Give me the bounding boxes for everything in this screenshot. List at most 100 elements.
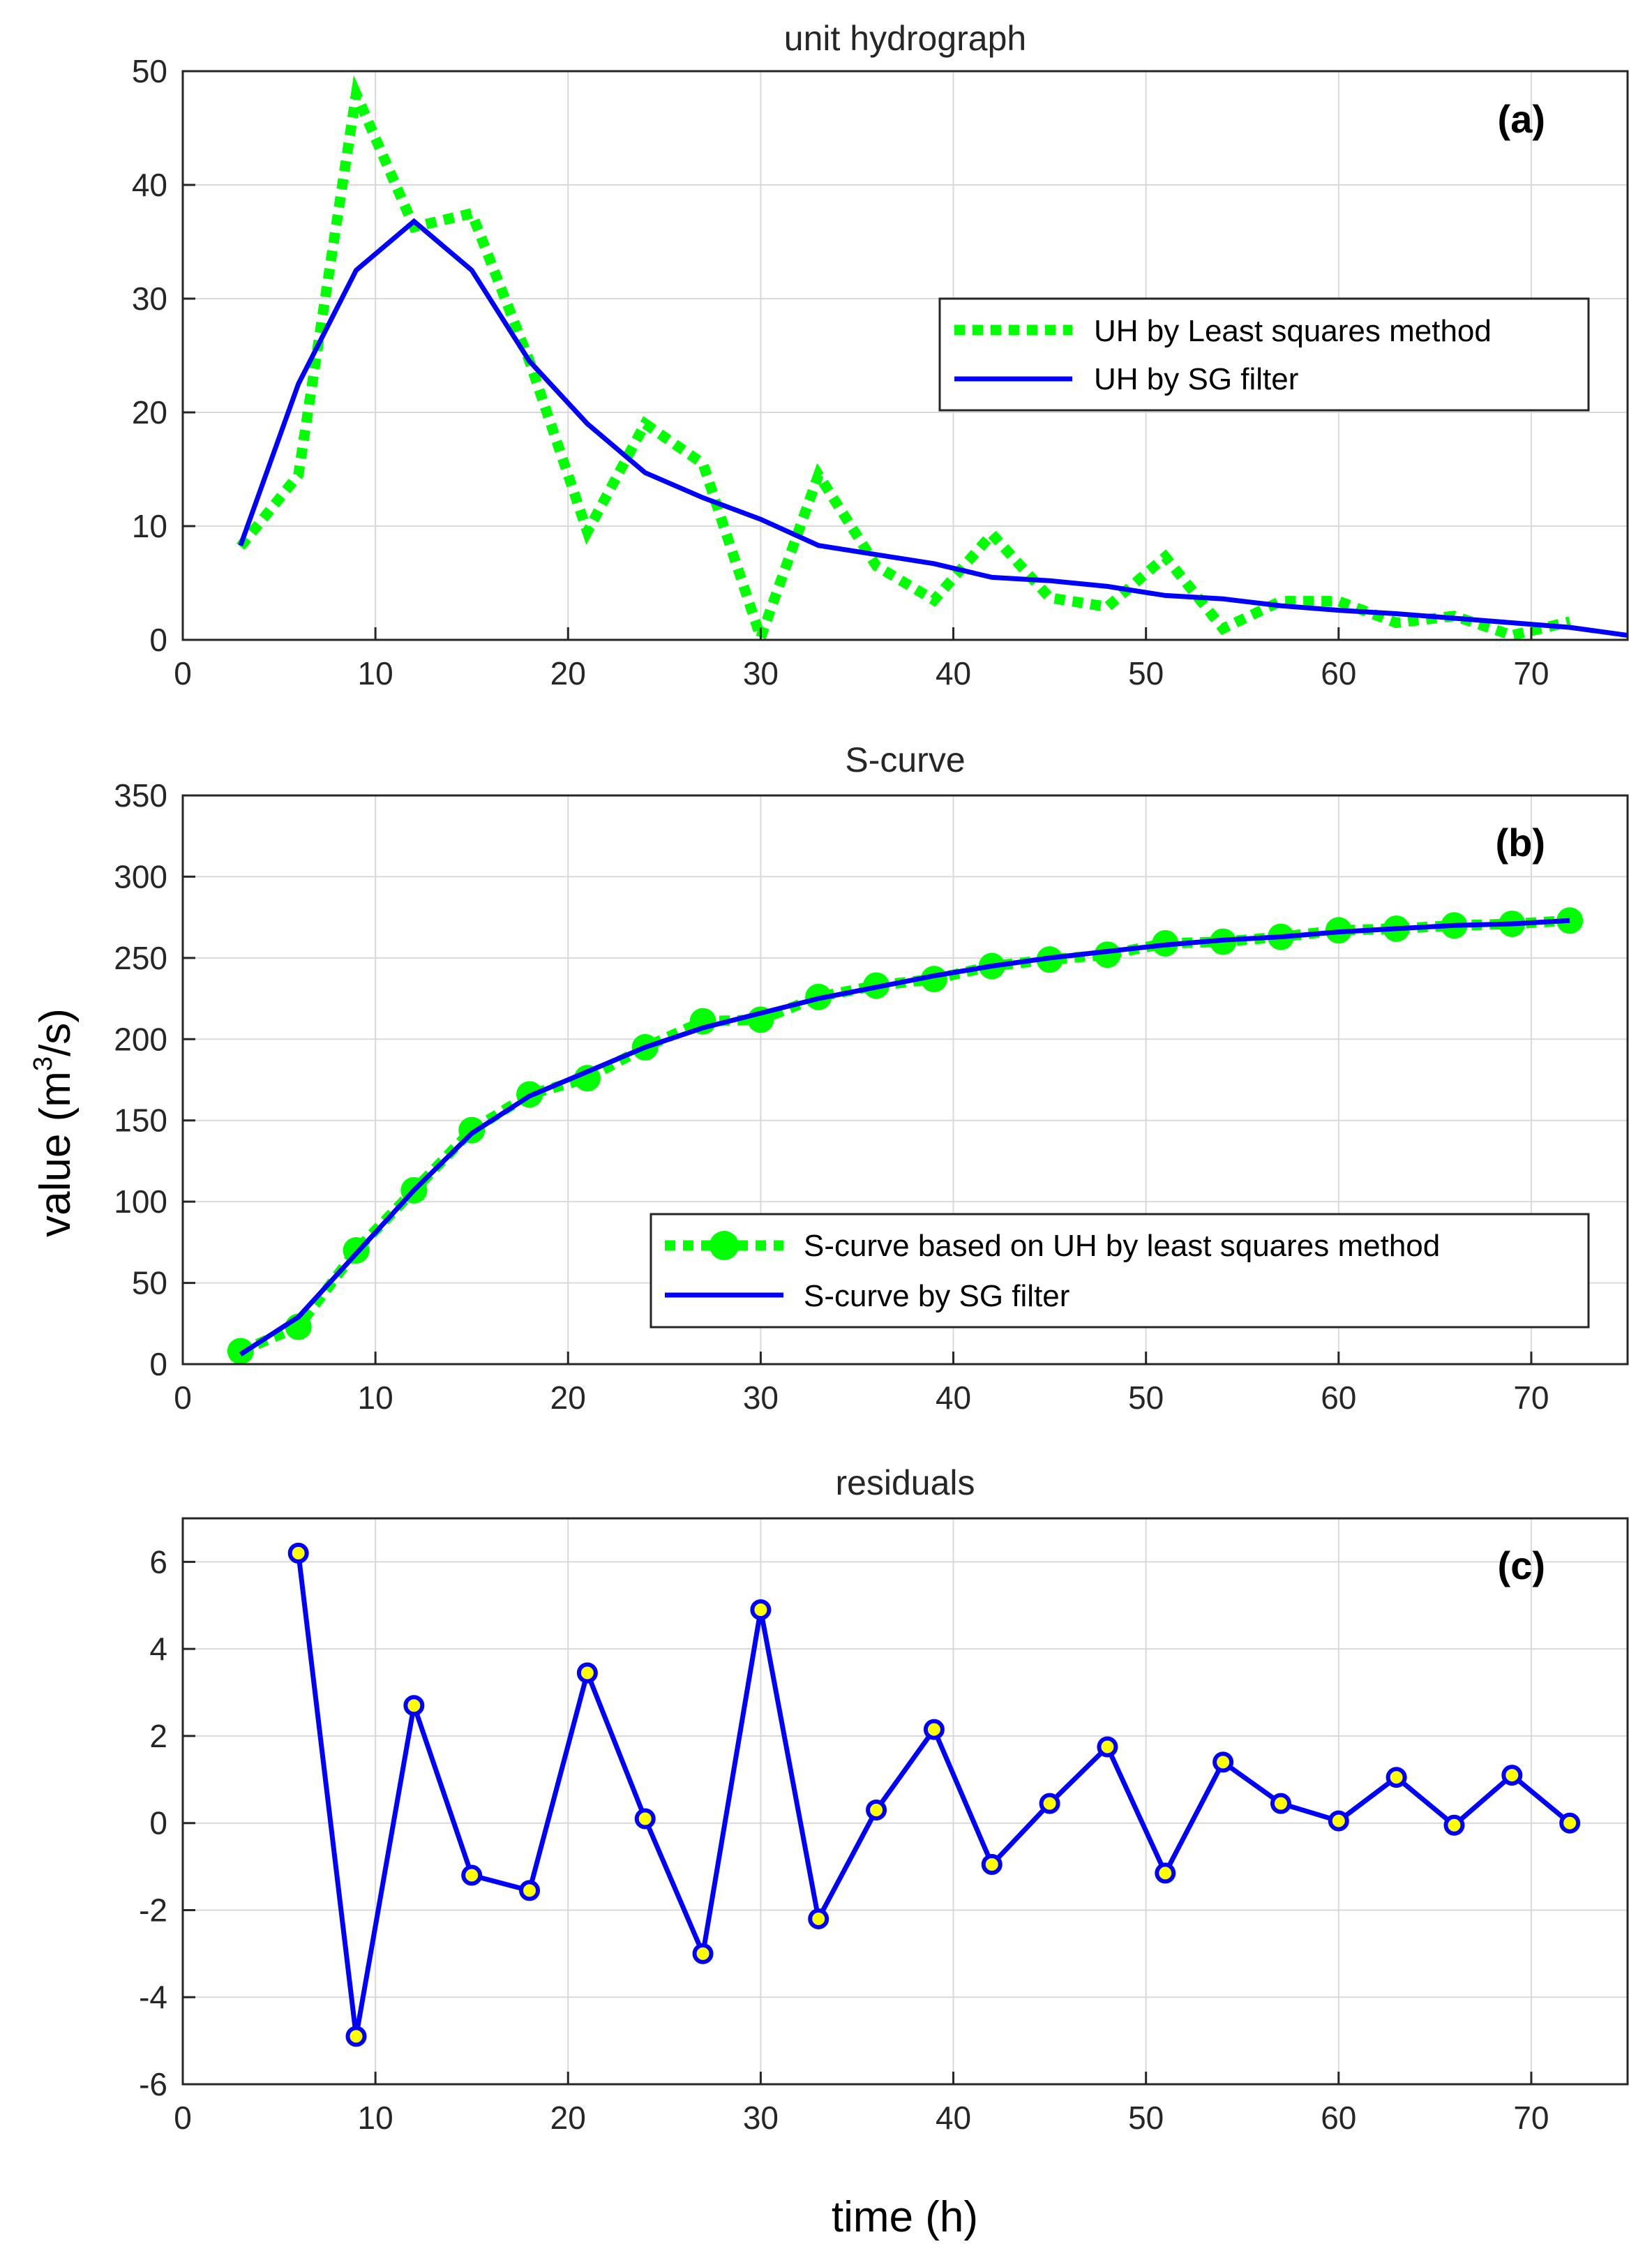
panel-b-x-tick-label: 60 <box>1321 1379 1356 1416</box>
legend-label-sg-filter-uh: UH by SG filter <box>1094 362 1298 396</box>
panel-b-y-tick-label: 50 <box>132 1265 167 1301</box>
panel-b-legend-box <box>649 1213 1590 1329</box>
panel-c-y-tick-label: 4 <box>149 1631 167 1667</box>
panel-b-x-tick-label: 0 <box>174 1379 192 1416</box>
panel-b-x-tick-label: 70 <box>1513 1379 1549 1416</box>
panel-a-unit-hydrograph: 0 10 20 30 40 50 60 70 0 10 20 30 40 50 UH by Least s… <box>132 19 1629 691</box>
panel-a-x-tick-label: 50 <box>1128 655 1164 691</box>
panel-c-x-tick-label: 50 <box>1128 2100 1164 2136</box>
panel-b-y-tick-label: 200 <box>114 1021 167 1057</box>
panel-c-grid <box>182 1518 1628 2085</box>
panel-c-series-0-point <box>576 1662 598 1684</box>
panel-a-y-tick-label: 10 <box>132 508 167 544</box>
panel-c-x-tick-label: 30 <box>743 2100 779 2136</box>
legend-label-least-squares-uh: UH by Least squares method <box>1094 314 1492 348</box>
panel-c-y-tick-label: 6 <box>149 1543 167 1580</box>
panel-b-axes: 0 10 20 30 40 50 60 70 0 50 100 150 200 250 300 350 <box>114 777 1629 1416</box>
panel-c-x-tick-label: 40 <box>936 2100 971 2136</box>
panel-b-s-curve: 0 10 20 30 40 50 60 70 0 50 100 150 200 250 300 350 S-c… <box>114 740 1629 1416</box>
panel-c-series-0-point <box>692 1943 714 1964</box>
panel-a-y-tick-label: 40 <box>132 167 167 203</box>
panel-b-x-tick-label: 30 <box>743 1379 779 1416</box>
legend-marker-least-squares-s-curve <box>709 1231 739 1260</box>
panel-b-title: S-curve <box>845 740 965 779</box>
panel-a-legend: UH by Least squares method UH by SG filt… <box>938 297 1590 412</box>
panel-c-title: residuals <box>835 1463 975 1502</box>
panel-c-series-0-point <box>1328 1810 1349 1832</box>
panel-c-series-0-point <box>519 1880 541 1901</box>
panel-a-x-tick-label: 30 <box>743 655 779 691</box>
panel-b-y-tick-label: 250 <box>114 940 167 976</box>
panel-a-label: (a) <box>1498 97 1545 141</box>
panel-a-y-tick-label: 50 <box>132 53 167 89</box>
panel-c-series-0-point <box>1212 1751 1234 1773</box>
panel-c-series-0-point <box>981 1853 1003 1875</box>
y-axis-label: value (m3/s) <box>29 1008 80 1237</box>
y-axis-label-main: value (m <box>31 1071 80 1237</box>
panel-a-x-tick-label: 60 <box>1321 655 1356 691</box>
panel-c-y-tick-label: -6 <box>139 2066 167 2102</box>
panel-b-x-tick-label: 10 <box>358 1379 393 1416</box>
panel-c-series <box>287 1542 1581 2047</box>
x-axis-label: time (h) <box>832 2193 978 2241</box>
panel-a-series-0-line <box>236 75 1571 643</box>
panel-b-axes-frame <box>181 794 1629 1366</box>
panel-a-x-tick-label: 0 <box>174 655 192 691</box>
panel-a-series <box>236 75 1628 643</box>
panel-c-series-0-point <box>1443 1814 1465 1836</box>
panel-b-series-1-line <box>239 918 1570 1356</box>
panel-a-x-tick-label: 40 <box>936 655 971 691</box>
panel-a-axes-frame <box>181 70 1629 641</box>
panel-c-series-0-point <box>345 2026 367 2047</box>
legend-label-least-squares-s-curve: S-curve based on UH by least squares met… <box>804 1229 1440 1263</box>
panel-c-x-tick-label: 70 <box>1513 2100 1549 2136</box>
panel-c-x-tick-label: 10 <box>358 2100 393 2136</box>
panel-a-title: unit hydrograph <box>784 19 1026 58</box>
panel-b-label: (b) <box>1495 821 1545 865</box>
panel-b-series-0-point <box>227 1338 254 1365</box>
panel-b-y-tick-label: 0 <box>149 1346 167 1382</box>
panel-c-series-0-point <box>403 1695 425 1717</box>
panel-c-series-0-point <box>1559 1812 1581 1834</box>
panel-a-y-tick-label: 30 <box>132 281 167 317</box>
panel-c-axes-frame <box>181 1517 1629 2086</box>
panel-b-x-tick-label: 50 <box>1128 1379 1164 1416</box>
panel-c-x-tick-label: 0 <box>174 2100 192 2136</box>
panel-c-series-0-point <box>287 1542 309 1564</box>
panel-a-axes: 0 10 20 30 40 50 60 70 0 10 20 30 40 50 <box>132 53 1629 691</box>
panel-a-x-tick-label: 20 <box>550 655 586 691</box>
panel-c-y-tick-label: 0 <box>149 1805 167 1841</box>
panel-c-label: (c) <box>1498 1543 1545 1587</box>
panel-a-legend-box <box>938 297 1590 412</box>
panel-c-y-tick-label: -2 <box>139 1892 167 1928</box>
panel-c-series-0-point <box>1097 1736 1118 1758</box>
panel-b-x-tick-label: 40 <box>936 1379 971 1416</box>
panel-b-x-tick-label: 20 <box>550 1379 586 1416</box>
panel-b-series-0-point <box>1094 941 1121 969</box>
panel-c-series-0-point <box>808 1908 829 1929</box>
panel-c-series-0-point <box>923 1719 945 1740</box>
panel-c-series-0-point <box>1270 1793 1291 1814</box>
panel-a-x-tick-label: 10 <box>358 655 393 691</box>
panel-c-series-0-point <box>1386 1767 1407 1788</box>
panel-a-x-tick-label: 70 <box>1513 655 1549 691</box>
panel-b-y-tick-label: 300 <box>114 858 167 895</box>
panel-c-series-0-point <box>866 1799 887 1820</box>
panel-b-series <box>227 907 1584 1365</box>
panel-c-series-0-point <box>1039 1793 1060 1814</box>
legend-label-sg-filter-s-curve: S-curve by SG filter <box>804 1279 1069 1313</box>
panel-c-x-tick-label: 20 <box>550 2100 586 2136</box>
panel-a-series-1-line <box>238 218 1628 638</box>
panel-c-series-0-point <box>1155 1862 1176 1884</box>
panel-c-y-tick-label: 2 <box>149 1718 167 1754</box>
panel-c-series-0-point <box>750 1599 772 1621</box>
panel-b-y-tick-label: 350 <box>114 777 167 814</box>
panel-a-y-tick-label: 20 <box>132 394 167 431</box>
panel-c-series-0-point <box>461 1864 483 1886</box>
y-axis-label-tail: /s) <box>31 1008 80 1056</box>
panel-c-plot-area <box>183 1518 1628 2084</box>
panel-c-y-tick-label: -4 <box>139 1979 167 2015</box>
panel-c-series-0-point <box>1501 1765 1523 1786</box>
panel-c-x-tick-label: 60 <box>1321 2100 1356 2136</box>
